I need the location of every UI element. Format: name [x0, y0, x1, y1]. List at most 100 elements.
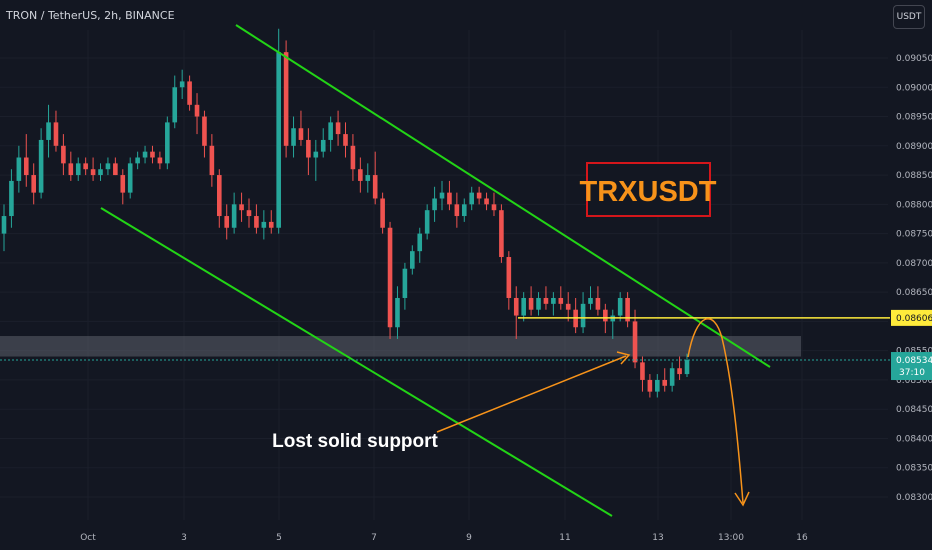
- candle: [165, 122, 170, 164]
- candle: [276, 52, 281, 228]
- candle: [499, 210, 504, 258]
- candle: [1, 216, 7, 234]
- candle: [172, 87, 178, 123]
- support-arrow-head: [616, 351, 631, 365]
- time-tick-label: 13:00: [718, 533, 744, 543]
- price-tick-label: 0.08850: [896, 171, 932, 181]
- candle: [484, 198, 489, 205]
- candle: [565, 303, 571, 310]
- candle: [38, 139, 44, 193]
- candle: [194, 104, 200, 117]
- candle: [291, 128, 296, 146]
- candle: [98, 169, 103, 176]
- candle: [461, 204, 467, 217]
- candle: [417, 233, 423, 252]
- candle: [677, 368, 682, 375]
- candle: [380, 198, 385, 228]
- candle: [439, 192, 445, 199]
- candle: [150, 151, 155, 158]
- candle: [254, 216, 259, 228]
- candle: [454, 204, 460, 217]
- price-tick-label: 0.08300: [896, 493, 932, 503]
- price-tick-label: 0.09000: [896, 83, 932, 93]
- candle: [46, 122, 51, 140]
- candle: [625, 297, 630, 322]
- candle: [647, 379, 653, 392]
- price-tick-label: 0.08800: [896, 200, 932, 210]
- candle: [313, 151, 319, 158]
- candle: [432, 198, 437, 211]
- channel-lower-line: [100, 207, 613, 517]
- candle: [402, 268, 408, 298]
- price-tick-label: 0.08550: [896, 347, 932, 357]
- support-note: Lost solid support: [272, 431, 438, 452]
- candle: [202, 116, 207, 146]
- price-tick-label: 0.08900: [896, 142, 932, 152]
- time-tick-label: 3: [181, 533, 187, 543]
- candle: [684, 360, 690, 375]
- price-tick-label: 0.08400: [896, 434, 932, 444]
- candle: [31, 175, 36, 193]
- price-tick-label: 0.08500: [896, 376, 932, 386]
- candle: [536, 297, 541, 310]
- candle: [410, 251, 415, 269]
- candle: [558, 297, 564, 304]
- time-axis[interactable]: Oct 3 5 7 9 11 13 13:00 16: [80, 533, 808, 543]
- price-tick-label: 0.08650: [896, 288, 932, 298]
- candle: [528, 297, 534, 310]
- candle: [476, 192, 482, 199]
- candle: [157, 157, 163, 164]
- candle: [632, 321, 638, 363]
- price-tick-label: 0.08450: [896, 405, 932, 415]
- candle: [320, 139, 326, 152]
- projection-arrow-line: [687, 318, 744, 504]
- candle: [603, 309, 608, 322]
- candle: [365, 175, 371, 181]
- candle: [328, 122, 333, 140]
- candle: [617, 297, 623, 316]
- time-tick-label: Oct: [80, 533, 96, 543]
- candle: [179, 81, 185, 88]
- resistance-price-tag-label: 0.08606: [896, 314, 932, 324]
- candle: [580, 303, 586, 328]
- candle: [216, 175, 222, 217]
- candle: [447, 192, 452, 205]
- candle: [127, 163, 133, 193]
- symbol-label: TRXUSDT: [580, 176, 717, 208]
- current-price-tag: [891, 352, 932, 381]
- price-tick-label: 0.08700: [896, 259, 932, 269]
- currency-button[interactable]: USDT: [893, 5, 925, 29]
- candle: [513, 297, 519, 316]
- candle: [83, 163, 88, 170]
- candle: [298, 128, 304, 140]
- candle: [120, 175, 126, 193]
- candle: [506, 257, 512, 298]
- candle: [655, 379, 660, 392]
- price-tick-label: 0.08750: [896, 230, 932, 240]
- price-axis[interactable]: 0.09050 0.09000 0.08950 0.08900 0.08850 0.088…: [896, 54, 932, 503]
- candle: [543, 297, 549, 304]
- candle: [358, 169, 363, 181]
- price-axis-background: [891, 30, 932, 520]
- candle: [640, 362, 645, 380]
- candle: [187, 81, 192, 105]
- support-zone: [0, 336, 801, 357]
- candle: [387, 227, 393, 328]
- price-tick-label: 0.09050: [896, 54, 932, 64]
- candle: [343, 134, 348, 146]
- candle: [113, 163, 118, 176]
- time-tick-label: 11: [559, 533, 570, 543]
- candles: [1, 28, 690, 398]
- candle: [350, 145, 356, 170]
- countdown-tag-label: 37:10: [899, 368, 925, 378]
- time-tick-label: 13: [652, 533, 663, 543]
- candle: [142, 151, 148, 158]
- candle: [268, 221, 274, 228]
- candle: [16, 157, 22, 181]
- candle: [395, 297, 400, 328]
- candle: [283, 52, 289, 146]
- candle: [261, 221, 267, 228]
